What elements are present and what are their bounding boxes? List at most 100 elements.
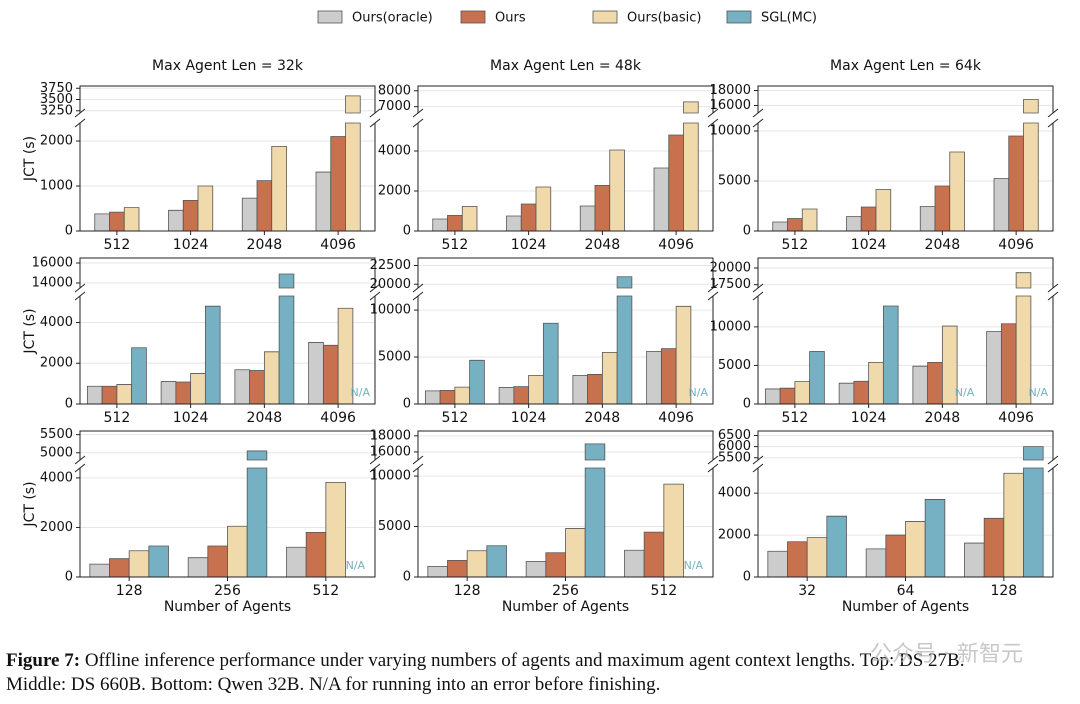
x-tick-label: 1024: [851, 410, 887, 426]
x-tick-label: 128: [454, 583, 481, 599]
x-tick-label: 1024: [511, 237, 547, 253]
axis-break: [752, 291, 764, 301]
legend-swatch: [726, 10, 752, 24]
axes-frame: [79, 430, 376, 460]
axes-frame: [757, 123, 1054, 232]
bar: [927, 361, 943, 405]
bar: [594, 185, 611, 232]
bar: [787, 541, 808, 578]
bar: [286, 546, 307, 578]
x-tick-label: 128: [990, 583, 1017, 599]
bar: [109, 211, 125, 232]
y-tick-label: 5000: [40, 445, 73, 460]
axis-break: [412, 108, 424, 118]
bar: [565, 528, 586, 578]
y-tick-label: 6500: [718, 428, 751, 443]
axes-frame: [417, 430, 714, 460]
axis-break: [369, 463, 381, 473]
y-tick-label: 4000: [40, 315, 73, 330]
y-tick-label: 5000: [378, 350, 411, 365]
bar: [660, 348, 677, 405]
bar: [584, 443, 606, 578]
bar: [860, 206, 877, 232]
y-tick-label: 0: [743, 570, 751, 585]
axis-break: [74, 463, 86, 473]
bar: [794, 381, 811, 405]
axis-break: [752, 283, 764, 293]
y-tick-label: 0: [65, 570, 73, 585]
bar: [865, 548, 887, 578]
y-tick-label: 0: [403, 397, 411, 412]
y-tick-label: 5000: [378, 519, 411, 534]
bar: [838, 382, 855, 405]
axis-break: [1047, 108, 1059, 118]
bar: [86, 385, 103, 405]
bar: [278, 273, 295, 405]
bar: [148, 545, 169, 578]
bar: [513, 386, 530, 405]
bar: [432, 218, 448, 232]
y-tick-label: 2000: [40, 134, 73, 149]
x-tick-label: 512: [442, 237, 469, 253]
bar: [469, 359, 485, 405]
bar: [643, 531, 665, 578]
bar: [466, 550, 488, 578]
bar: [624, 549, 645, 578]
bar: [579, 205, 596, 232]
y-tick-label: 5000: [718, 174, 751, 189]
axis-break: [412, 463, 424, 473]
bar: [535, 186, 552, 232]
bar: [846, 216, 862, 232]
bar: [986, 331, 1002, 405]
axes-frame: [757, 296, 1054, 405]
y-tick-label: 0: [743, 224, 751, 239]
bar: [101, 385, 118, 405]
x-tick-label: 1024: [173, 410, 209, 426]
y-tick-label: 10000: [710, 124, 751, 139]
axis-break: [707, 118, 719, 128]
x-axis-label: Number of Agents: [164, 599, 291, 615]
x-tick-label: 1024: [511, 410, 547, 426]
bar: [1015, 272, 1032, 405]
x-tick-label: 256: [214, 583, 241, 599]
na-label: N/A: [346, 559, 366, 572]
axis-break: [752, 118, 764, 128]
x-tick-label: 1024: [173, 237, 209, 253]
bar: [801, 208, 818, 232]
bar: [545, 552, 566, 578]
axis-break: [707, 108, 719, 118]
axis-break: [707, 463, 719, 473]
bar: [520, 203, 537, 232]
y-tick-label: 20000: [710, 261, 751, 276]
y-tick-label: 14000: [32, 276, 73, 291]
x-tick-label: 128: [116, 583, 143, 599]
axis-break: [707, 283, 719, 293]
axes-frame: [417, 296, 714, 405]
na-label: N/A: [955, 386, 975, 399]
bar: [1023, 446, 1044, 578]
bar: [190, 373, 206, 405]
axis-break: [1047, 291, 1059, 301]
bar: [234, 369, 251, 405]
axis-break: [74, 283, 86, 293]
y-tick-label: 8000: [378, 83, 411, 98]
axis-break: [752, 108, 764, 118]
y-tick-label: 5500: [718, 450, 751, 465]
bar: [89, 563, 110, 578]
bar: [809, 351, 825, 405]
na-label: N/A: [684, 559, 704, 572]
x-tick-label: 4096: [998, 410, 1034, 426]
axis-break: [412, 455, 424, 465]
x-tick-label: 512: [442, 410, 469, 426]
bar: [427, 566, 448, 578]
x-tick-label: 2048: [925, 237, 961, 253]
axes-frame: [417, 468, 714, 578]
bar: [609, 149, 625, 232]
axis-break: [369, 108, 381, 118]
axes-frame: [79, 123, 376, 232]
bar: [772, 221, 788, 232]
y-tick-label: 2000: [718, 528, 751, 543]
axes-frame: [757, 430, 1054, 460]
y-tick-label: 3250: [40, 103, 73, 118]
